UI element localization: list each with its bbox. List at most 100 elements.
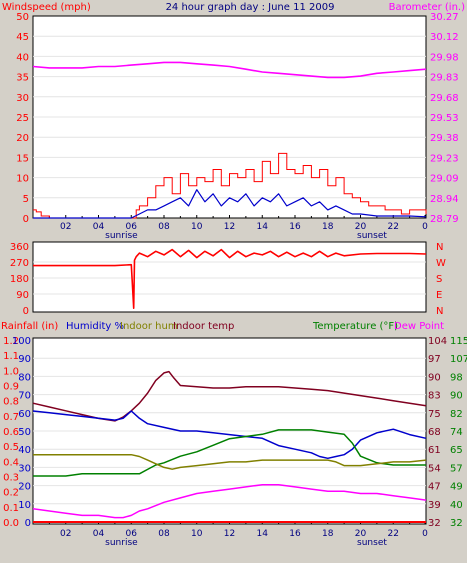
sunrise-label-bottom: sunrise <box>105 538 138 548</box>
temperature-tick-label: 65 <box>450 445 463 456</box>
windspeed-tick-label: 40 <box>16 52 29 63</box>
x-tick-label: 14 <box>257 222 269 232</box>
windspeed-tick-label: 20 <box>16 133 29 144</box>
x-tick-label: 16 <box>289 222 301 232</box>
indoor-temp-tick-label: 97 <box>428 354 441 365</box>
temperature-axis: 115 107 98 90 82 74 65 57 49 40 32 <box>450 336 467 529</box>
windspeed-tick-label: 30 <box>16 93 29 104</box>
rainfall-tick-label: 0.5 <box>3 442 19 453</box>
temperature-tick-label: 57 <box>450 463 463 474</box>
direction-tick-label: 360 <box>10 242 29 253</box>
temperature-tick-label: 82 <box>450 409 463 420</box>
temp-panel-series <box>32 357 427 523</box>
indoor-hum-line <box>33 453 427 470</box>
rainfall-tick-label: 0.2 <box>3 488 19 499</box>
humidity-tick-label: 80 <box>18 372 31 383</box>
sunset-label-bottom: sunset <box>357 538 387 548</box>
rainfall-tick-label: 0.4 <box>3 457 19 468</box>
barometer-tick-label: 28.94 <box>430 194 459 205</box>
x-tick-label: 0 <box>422 222 428 232</box>
windspeed-tick-label: 15 <box>16 153 29 164</box>
rainfall-tick-label: 0.1 <box>3 503 19 514</box>
windspeed-tick-label: 35 <box>16 73 29 84</box>
windspeed-tick-label: 25 <box>16 113 29 124</box>
humidity-line <box>32 410 427 460</box>
x-tick-label: 10 <box>191 222 203 232</box>
humidity-tick-label: 0 <box>25 518 31 529</box>
windspeed-tick-label: 45 <box>16 32 29 43</box>
x-tick-label: 0 <box>422 529 428 539</box>
barometer-tick-label: 29.98 <box>430 52 459 63</box>
humidity-tick-label: 100 <box>12 336 31 347</box>
humidity-tick-label: 50 <box>18 427 31 438</box>
direction-line <box>33 248 427 310</box>
rainfall-tick-label: 0.8 <box>3 397 19 408</box>
barometer-axis-title: Barometer (in.) <box>389 2 465 13</box>
direction-panel-series <box>33 248 427 310</box>
indoor-temp-tick-label: 54 <box>428 463 441 474</box>
windspeed-axis-title: Windspeed (mph) <box>2 2 91 13</box>
x-tick-label: 20 <box>355 529 367 539</box>
direction-panel-plot <box>32 241 427 313</box>
barometer-tick-label: 29.53 <box>430 113 459 124</box>
temperature-tick-label: 107 <box>450 354 467 365</box>
humidity-tick-label: 20 <box>18 482 31 493</box>
gust-line <box>33 152 427 219</box>
barometer-tick-label: 29.38 <box>430 133 459 144</box>
barometer-axis: 30.27 30.12 29.98 29.83 29.68 29.53 29.38 29.23… <box>430 12 459 225</box>
rainfall-tick-label: 1.2 <box>3 336 19 347</box>
indoor-temp-tick-label: 104 <box>428 336 447 347</box>
rainfall-tick-label: 0.6 <box>3 427 19 438</box>
wind-avg-line <box>33 189 427 219</box>
rainfall-tick-label: 1.0 <box>3 366 19 377</box>
windspeed-tick-label: 50 <box>16 12 29 23</box>
rainfall-tick-label: 0.7 <box>3 412 19 423</box>
humidity-tick-label: 40 <box>18 445 31 456</box>
x-tick-label: 22 <box>388 529 399 539</box>
barometer-tick-label: 29.09 <box>430 174 459 185</box>
rainfall-tick-label: 0.0 <box>3 518 19 529</box>
compass-tick-label: W <box>436 258 446 269</box>
sunset-label: sunset <box>357 231 387 241</box>
barometer-tick-label: 28.79 <box>430 214 459 225</box>
temp-panel-x-axis: 02 04 06 08 10 12 14 16 18 20 22 0 <box>48 521 428 539</box>
rainfall-tick-label: 0.9 <box>3 382 19 393</box>
direction-tick-label: 180 <box>10 274 29 285</box>
dew-point-label: Dew Point <box>394 321 444 332</box>
temperature-line <box>33 429 426 477</box>
compass-tick-label: S <box>436 274 442 285</box>
compass-tick-label: N <box>436 242 443 253</box>
humidity-tick-label: 90 <box>18 354 31 365</box>
x-tick-label: 08 <box>158 529 170 539</box>
x-tick-label: 20 <box>355 222 367 232</box>
barometer-line <box>32 61 427 79</box>
indoor-temp-axis: 104 97 90 83 75 68 61 54 47 39 32 <box>428 336 447 529</box>
barometer-tick-label: 29.68 <box>430 93 459 104</box>
indoor-hum-label: Indoor hum <box>120 321 178 332</box>
compass-tick-label: N <box>436 306 443 317</box>
indoor-temp-tick-label: 47 <box>428 482 441 493</box>
rainfall-axis: 1.2 1.1 1.0 0.9 0.8 0.7 0.6 0.5 0.4 0.3 0.2 0.1 0.0 <box>3 336 19 529</box>
indoor-temp-tick-label: 61 <box>428 445 441 456</box>
direction-degrees-axis: 360 270 180 90 0 <box>10 242 29 317</box>
humidity-tick-label: 70 <box>18 391 31 402</box>
sunrise-label: sunrise <box>105 231 138 241</box>
barometer-tick-label: 30.12 <box>430 32 459 43</box>
compass-tick-label: E <box>436 290 442 301</box>
x-tick-label: 06 <box>126 529 138 539</box>
dew-point-line <box>32 483 427 519</box>
indoor-temp-tick-label: 68 <box>428 427 441 438</box>
humidity-tick-label: 10 <box>18 500 31 511</box>
indoor-temp-tick-label: 32 <box>428 518 441 529</box>
x-tick-label: 22 <box>388 222 399 232</box>
x-tick-label: 12 <box>224 222 235 232</box>
indoor-temp-tick-label: 90 <box>428 372 441 383</box>
graph-title: 24 hour graph day : June 11 2009 <box>166 2 335 13</box>
x-tick-label: 04 <box>93 529 105 539</box>
temperature-label: Temperature (°F) <box>312 321 398 332</box>
direction-tick-label: 270 <box>10 258 29 269</box>
